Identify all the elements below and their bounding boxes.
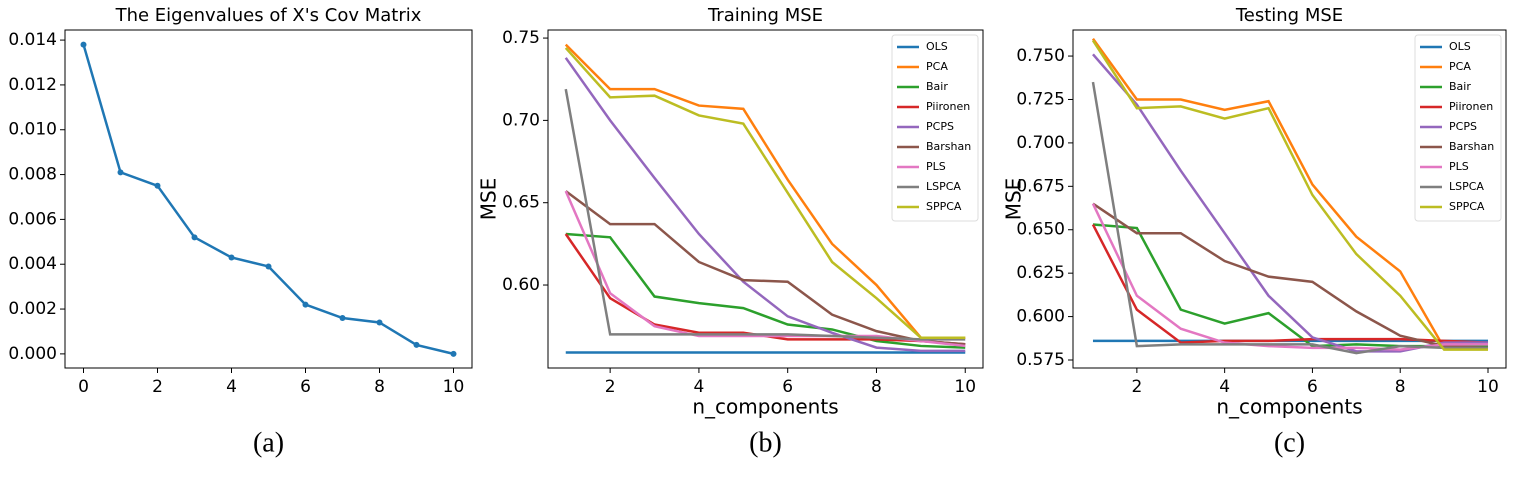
caption: (a)	[253, 427, 284, 458]
series-line	[1092, 223, 1488, 348]
x-axis-label: n_components	[1216, 395, 1362, 419]
series-line	[565, 232, 966, 349]
chart-title: Testing MSE	[1235, 5, 1343, 26]
marker	[413, 341, 420, 348]
y-tick-label: 0.575	[1016, 350, 1065, 370]
legend-label: Bair	[926, 80, 948, 93]
marker	[154, 182, 161, 189]
plot-frame	[547, 29, 984, 369]
x-tick-label: 8	[374, 377, 385, 397]
y-tick-label: 0.010	[8, 120, 57, 140]
series-line	[1091, 81, 1488, 355]
legend-label: OLS	[926, 40, 948, 53]
legend-label: Bair	[1449, 80, 1471, 93]
x-tick-label: 4	[694, 377, 705, 397]
caption: (c)	[1274, 427, 1305, 458]
y-tick-label: 0.70	[502, 110, 540, 130]
marker	[302, 301, 309, 308]
marker	[376, 319, 383, 326]
legend-label: Piironen	[1449, 100, 1493, 113]
y-tick-label: 0.700	[1016, 133, 1065, 153]
y-tick-label: 0.004	[8, 254, 57, 274]
y-tick-label: 0.625	[1016, 263, 1065, 283]
legend-box	[1414, 34, 1502, 222]
legend-label: PCPS	[926, 120, 954, 133]
legend-label: Barshan	[926, 140, 971, 153]
series-line	[564, 233, 966, 346]
x-tick-label: 6	[782, 377, 793, 397]
series-line	[564, 43, 966, 339]
chart-title: Training MSE	[707, 5, 823, 26]
series-line	[564, 57, 966, 353]
y-tick-label: 0.750	[1016, 46, 1065, 66]
marker	[228, 254, 235, 261]
x-tick-label: 4	[1219, 377, 1230, 397]
y-axis-label: MSE	[1002, 178, 1026, 221]
marker	[339, 315, 346, 322]
y-tick-label: 0.725	[1016, 89, 1065, 109]
legend-label: PCA	[926, 60, 948, 73]
marker	[117, 169, 124, 176]
series-line	[564, 88, 966, 341]
legend-label: OLS	[1449, 40, 1471, 53]
legend-label: LSPCA	[926, 180, 961, 193]
marker	[450, 350, 457, 357]
x-tick-label: 6	[1307, 377, 1318, 397]
legend-label: PCPS	[1449, 120, 1477, 133]
series-line	[1091, 39, 1488, 351]
legend-box	[891, 34, 979, 222]
caption: (b)	[749, 427, 782, 458]
legend-label: Piironen	[926, 100, 970, 113]
legend-label: SPPCA	[1449, 200, 1485, 213]
x-tick-label: 8	[871, 377, 882, 397]
y-tick-label: 0.65	[502, 193, 540, 213]
legend-label: SPPCA	[926, 200, 962, 213]
y-tick-label: 0.600	[1016, 307, 1065, 327]
marker	[191, 234, 198, 241]
y-tick-label: 0.60	[502, 275, 540, 295]
legend-label: LSPCA	[1449, 180, 1484, 193]
x-tick-label: 2	[605, 377, 616, 397]
x-tick-label: 0	[78, 377, 89, 397]
y-tick-label: 0.014	[8, 30, 57, 50]
series-line	[565, 190, 966, 346]
series-line	[564, 47, 966, 339]
series-line	[1091, 203, 1488, 351]
x-tick-label: 6	[300, 377, 311, 397]
y-tick-label: 0.75	[502, 28, 540, 48]
y-tick-label: 0.008	[8, 165, 57, 185]
x-tick-label: 10	[954, 377, 976, 397]
series-line	[1091, 223, 1489, 344]
x-tick-label: 2	[1131, 377, 1142, 397]
x-tick-label: 4	[226, 377, 237, 397]
y-tick-label: 0.006	[8, 209, 57, 229]
x-tick-label: 10	[1477, 377, 1499, 397]
y-tick-label: 0.000	[8, 344, 57, 364]
plot-frame	[64, 29, 473, 369]
x-tick-label: 8	[1395, 377, 1406, 397]
y-tick-label: 0.002	[8, 299, 57, 319]
line	[82, 44, 454, 356]
legend-label: Barshan	[1449, 140, 1494, 153]
series-line	[1092, 202, 1489, 350]
chart-title: The Eigenvalues of X's Cov Matrix	[115, 5, 422, 26]
x-tick-label: 10	[443, 377, 465, 397]
series-line	[1091, 37, 1488, 350]
legend-label: PCA	[1449, 60, 1471, 73]
y-tick-label: 0.012	[8, 75, 57, 95]
marker	[265, 263, 272, 270]
legend-label: PLS	[1449, 160, 1469, 173]
plot-frame	[1072, 29, 1507, 369]
marker	[80, 41, 87, 48]
y-tick-label: 0.650	[1016, 220, 1065, 240]
legend-label: PLS	[926, 160, 946, 173]
x-tick-label: 2	[152, 377, 163, 397]
x-axis-label: n_components	[692, 395, 838, 419]
y-axis-label: MSE	[477, 178, 501, 221]
y-tick-label: 0.675	[1016, 176, 1065, 196]
